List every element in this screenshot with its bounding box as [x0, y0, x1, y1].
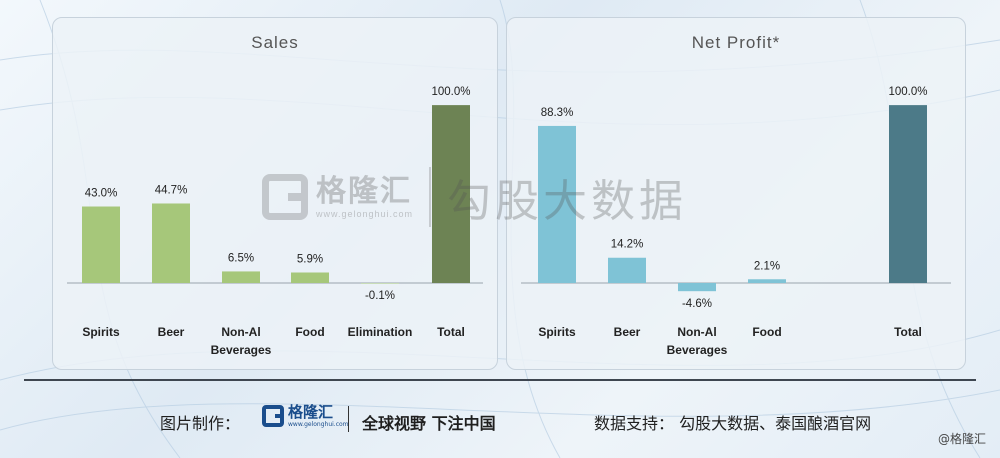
sales-chart: Sales 43.0% Spirits 44.7% Beer 6.5% Non-Al Beve…	[67, 33, 483, 357]
bar	[82, 206, 120, 283]
bar	[748, 279, 786, 283]
footer-logo-url: www.gelonghui.com	[288, 421, 349, 428]
data-label: 44.7%	[155, 184, 188, 196]
footer-source: 数据支持： 勾股大数据、泰国酿酒官网	[594, 414, 872, 433]
bar	[889, 105, 927, 283]
bar	[291, 272, 329, 283]
footer-made-by: 图片制作：	[160, 414, 241, 433]
data-label: 43.0%	[85, 188, 118, 200]
data-label: 100.0%	[888, 86, 927, 98]
category-label: Spirits	[538, 325, 576, 339]
chart-title: Net Profit*	[692, 33, 780, 52]
net-profit-chart: Net Profit* 88.3% Spirits 14.2% Beer -4.6% Non…	[521, 33, 951, 357]
category-label: Total	[894, 325, 922, 339]
data-label: -4.6%	[682, 298, 712, 310]
footer: 图片制作： 格隆汇 www.gelonghui.com 全球视野 下注中国 数据…	[0, 402, 1000, 447]
footer-logo-name: 格隆汇	[288, 403, 334, 421]
data-label: 6.5%	[228, 252, 254, 264]
bar	[152, 203, 190, 283]
category-label: Spirits	[82, 325, 120, 339]
bar	[361, 283, 399, 284]
bar	[678, 283, 716, 292]
category-label: Food	[295, 325, 324, 339]
sales-panel: Sales 43.0% Spirits 44.7% Beer 6.5% Non-Al Beve…	[52, 17, 498, 370]
category-label: Non-Al Beverages	[211, 325, 272, 357]
footer-divider	[24, 379, 976, 381]
footer-logo-icon	[262, 405, 284, 427]
corner-watermark: @格隆汇	[938, 432, 987, 446]
category-label: Beer	[158, 325, 185, 339]
data-label: 2.1%	[754, 260, 780, 272]
chart-title: Sales	[251, 33, 299, 52]
bar	[432, 105, 470, 283]
net-profit-panel: Net Profit* 88.3% Spirits 14.2% Beer -4.6% Non…	[506, 17, 966, 370]
data-label: -0.1%	[365, 290, 395, 302]
footer-separator	[348, 406, 349, 432]
data-label: 5.9%	[297, 254, 323, 266]
category-label: Beer	[614, 325, 641, 339]
bar	[222, 271, 260, 283]
bar	[538, 125, 576, 283]
category-label: Non-Al Beverages	[667, 325, 728, 357]
footer-slogan: 全球视野 下注中国	[362, 414, 496, 433]
category-label: Food	[752, 325, 781, 339]
footer-logo: 格隆汇 www.gelonghui.com	[262, 404, 349, 428]
category-label: Elimination	[348, 325, 413, 339]
bar	[608, 257, 646, 283]
data-label: 88.3%	[541, 107, 574, 119]
category-label: Total	[437, 325, 465, 339]
data-label: 100.0%	[431, 86, 470, 98]
data-label: 14.2%	[611, 239, 644, 251]
